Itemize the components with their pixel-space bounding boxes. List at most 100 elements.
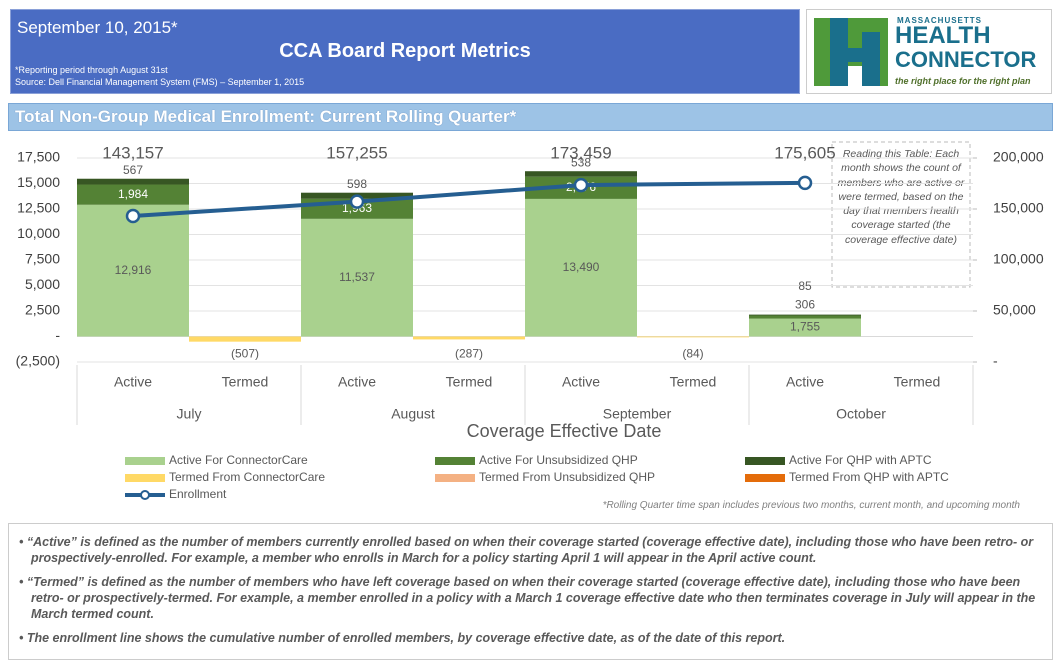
bar-segment <box>189 336 301 342</box>
bar-segment <box>77 184 189 205</box>
enrollment-label: 173,459 <box>550 143 611 162</box>
y-tick-label: 5,000 <box>25 276 60 292</box>
report-date: September 10, 2015* <box>17 18 178 37</box>
y-tick-label: 7,500 <box>25 251 60 267</box>
data-label: 13,490 <box>563 260 600 274</box>
bullet: • <box>19 575 27 589</box>
y-tick-label: 2,500 <box>25 302 60 318</box>
legend-swatch <box>435 457 475 465</box>
x-tick-label: Termed <box>446 374 493 390</box>
header: September 10, 2015* CCA Board Report Met… <box>10 9 800 94</box>
legend-swatch <box>745 457 785 465</box>
y-tick-label: 15,000 <box>17 174 60 190</box>
enrollment-point <box>125 208 141 224</box>
logo-line1: HEALTH <box>895 22 991 49</box>
bar-segment <box>525 171 637 177</box>
x-group-label: August <box>391 406 435 422</box>
data-label: 567 <box>123 163 143 177</box>
x-tick-label: Active <box>338 374 376 390</box>
note-text: The enrollment line shows the cumulative… <box>26 631 786 645</box>
legend-swatch <box>125 474 165 482</box>
y-tick-label: 12,500 <box>17 200 60 216</box>
report-title: CCA Board Report Metrics <box>279 40 531 62</box>
x-tick-label: Active <box>786 374 824 390</box>
bar-segment <box>637 336 749 338</box>
legend-label: Enrollment <box>169 487 227 501</box>
note: • “Active” is defined as the number of m… <box>19 534 1042 566</box>
section-title: Total Non-Group Medical Enrollment: Curr… <box>8 103 1053 131</box>
logo-mark <box>814 18 888 86</box>
note: • The enrollment line shows the cumulati… <box>19 630 1042 646</box>
y2-tick-label: - <box>993 353 998 369</box>
enrollment-point <box>573 177 589 193</box>
bullet: • <box>19 535 27 549</box>
legend-label: Termed From QHP with APTC <box>789 470 949 484</box>
y2-tick-label: 200,000 <box>993 149 1044 165</box>
data-label: 306 <box>795 298 815 312</box>
bar-segment <box>749 314 861 316</box>
legend-swatch <box>435 474 475 482</box>
notes: • “Active” is defined as the number of m… <box>8 523 1053 660</box>
chart: Coverage Effective Date *Rolling Quarter… <box>16 141 1044 511</box>
x-tick-label: Termed <box>222 374 269 390</box>
source-note: Source: Dell Financial Management System… <box>15 77 305 87</box>
legend-swatch <box>125 457 165 465</box>
annotation-box <box>831 141 971 288</box>
data-label: 1,755 <box>790 320 820 334</box>
x-tick-label: Termed <box>894 374 941 390</box>
annotation-holder: Reading this Table: Each month shows the… <box>837 148 965 246</box>
logo-state: MASSACHUSETTS <box>897 16 983 25</box>
note-text: “Termed” is defined as the number of mem… <box>26 575 1036 621</box>
note: • “Termed” is defined as the number of m… <box>19 574 1042 622</box>
data-label: (84) <box>682 347 703 361</box>
bullet: • <box>19 631 27 645</box>
bar-segment <box>525 198 637 337</box>
legend-label: Active For QHP with APTC <box>789 453 932 467</box>
data-label: 12,916 <box>115 263 152 277</box>
enrollment-point <box>797 175 813 191</box>
y2-tick-label: 50,000 <box>993 302 1036 318</box>
x-tick-label: Active <box>114 374 152 390</box>
x-group-label: October <box>836 406 886 422</box>
x-group-label: July <box>177 406 202 422</box>
bar-segment <box>413 336 525 340</box>
logo-tagline: the right place for the right plan <box>895 76 1031 86</box>
logo: MASSACHUSETTS HEALTH CONNECTOR the right… <box>806 9 1052 94</box>
enrollment-point <box>349 194 365 209</box>
legend-swatch <box>140 490 150 500</box>
data-label: 11,537 <box>339 270 375 284</box>
x-tick-label: Termed <box>670 374 717 390</box>
data-label: (287) <box>455 347 483 361</box>
bar-segment <box>77 178 189 185</box>
y-tick-label: - <box>55 327 60 343</box>
enrollment-label: 143,157 <box>102 143 163 162</box>
data-label: 598 <box>347 177 367 191</box>
note-text: “Active” is defined as the number of mem… <box>26 535 1034 565</box>
bar-segment <box>749 315 861 319</box>
legend-label: Active For Unsubsidized QHP <box>479 453 638 467</box>
legend-label: Termed From Unsubsidized QHP <box>479 470 655 484</box>
bar-segment <box>77 204 189 337</box>
y-tick-label: 10,000 <box>17 225 60 241</box>
legend-swatch <box>745 474 785 482</box>
logo-line2: CONNECTOR <box>895 47 1037 72</box>
y2-tick-label: 100,000 <box>993 251 1044 267</box>
y2-tick-label: 150,000 <box>993 200 1044 216</box>
legend-label: Termed From ConnectorCare <box>169 470 325 484</box>
y-tick-label: 17,500 <box>17 149 60 165</box>
data-label: 85 <box>798 279 812 293</box>
annotation: Reading this Table: Each month shows the… <box>837 148 965 246</box>
data-label: (507) <box>231 347 259 361</box>
enrollment-line <box>132 180 806 218</box>
x-tick-label: Active <box>562 374 600 390</box>
bar-segment <box>749 318 861 337</box>
enrollment-label: 157,255 <box>326 143 387 162</box>
legend-label: Active For ConnectorCare <box>169 453 308 467</box>
x-axis-title: Coverage Effective Date <box>467 421 662 441</box>
y-tick-label: (2,500) <box>16 353 60 369</box>
data-label: 538 <box>571 155 591 169</box>
footnote: *Rolling Quarter time span includes prev… <box>603 500 1021 511</box>
period-note: *Reporting period through August 31st <box>15 65 168 75</box>
x-group-label: September <box>603 406 672 422</box>
